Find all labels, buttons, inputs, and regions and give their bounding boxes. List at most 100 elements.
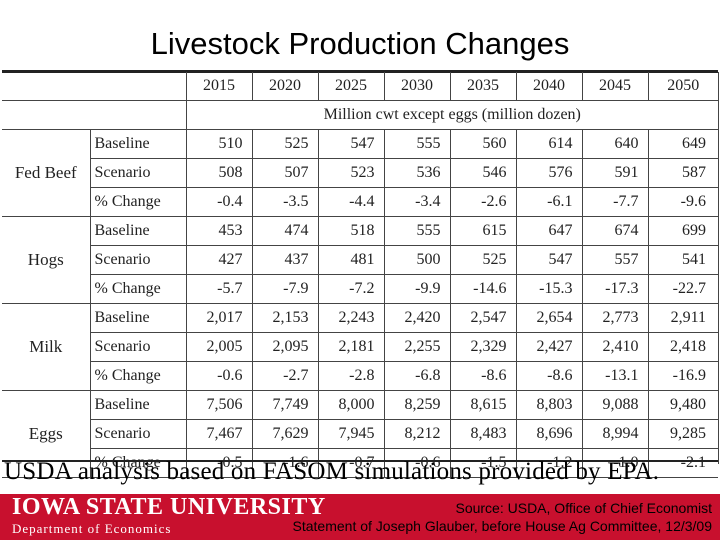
year-header: 2030 xyxy=(383,72,450,101)
table-cell: 525 xyxy=(251,129,318,159)
table-cell: -0.5 xyxy=(185,448,252,478)
product-label: Milk xyxy=(2,303,90,391)
table-cell: 525 xyxy=(449,245,516,275)
year-header: 2025 xyxy=(317,72,384,101)
table-cell: -8.6 xyxy=(449,361,516,391)
table-row: Scenario 2,005 2,095 2,181 2,255 2,329 2,427 2,… xyxy=(2,332,718,362)
product-label: Eggs xyxy=(2,390,90,478)
table-cell: 2,773 xyxy=(581,303,648,333)
table-cell: 8,483 xyxy=(449,419,516,449)
table-cell: 576 xyxy=(515,158,582,188)
table-cell: -2.8 xyxy=(317,361,384,391)
row-label: Scenario xyxy=(89,158,186,188)
table-cell: -22.7 xyxy=(647,274,718,304)
table-bottom-rule xyxy=(2,460,718,462)
table-cell: 2,329 xyxy=(449,332,516,362)
table-cell: 2,654 xyxy=(515,303,582,333)
table-cell: 555 xyxy=(383,216,450,246)
year-header: 2015 xyxy=(185,72,252,101)
table-row: Scenario 7,467 7,629 7,945 8,212 8,483 8,696 8,… xyxy=(2,419,718,449)
table-cell: -8.6 xyxy=(515,361,582,391)
table-row: Milk Baseline 2,017 2,153 2,243 2,420 2,547 2,6… xyxy=(2,303,718,391)
product-label: Hogs xyxy=(2,216,90,304)
table-cell: 7,467 xyxy=(185,419,252,449)
table-cell: 7,945 xyxy=(317,419,384,449)
table-cell: -3.5 xyxy=(251,187,318,217)
table-cell: 546 xyxy=(449,158,516,188)
row-label: Baseline xyxy=(89,129,186,159)
table-cell: -16.9 xyxy=(647,361,718,391)
table-cell: -6.8 xyxy=(383,361,450,391)
table-cell: 9,088 xyxy=(581,390,648,420)
table-row: % Change -0.4 -3.5 -4.4 -3.4 -2.6 -6.1 -7.7 -9.6 xyxy=(2,187,718,217)
table-cell: 8,696 xyxy=(515,419,582,449)
footer-bar: Iowa State University Department of Econ… xyxy=(0,494,720,540)
table-row: % Change -0.5 -1.6 -0.7 -0.6 -1.5 -1.2 -1.0 -2.1 xyxy=(2,448,718,478)
production-table-container: 2015 2020 2025 2030 2035 2040 2045 2050 … xyxy=(2,72,718,478)
table-cell: 8,212 xyxy=(383,419,450,449)
table-cell: -7.7 xyxy=(581,187,648,217)
production-table: 2015 2020 2025 2030 2035 2040 2045 2050 … xyxy=(2,72,718,478)
row-label: Baseline xyxy=(89,303,186,333)
university-wordmark: Iowa State University xyxy=(12,494,326,520)
table-cell: -9.9 xyxy=(383,274,450,304)
table-cell: 674 xyxy=(581,216,648,246)
table-cell: -4.4 xyxy=(317,187,384,217)
table-cell: 615 xyxy=(449,216,516,246)
table-cell: 7,749 xyxy=(251,390,318,420)
table-cell: -1.6 xyxy=(251,448,318,478)
table-cell: -9.6 xyxy=(647,187,718,217)
header-corner xyxy=(2,72,186,101)
table-cell: 2,255 xyxy=(383,332,450,362)
table-cell: 523 xyxy=(317,158,384,188)
table-row: Scenario 427 437 481 500 525 547 557 541 xyxy=(2,245,718,275)
table-cell: 437 xyxy=(251,245,318,275)
table-cell: 8,615 xyxy=(449,390,516,420)
table-cell: 9,480 xyxy=(647,390,718,420)
table-top-rule xyxy=(2,70,718,73)
table-cell: -13.1 xyxy=(581,361,648,391)
table-cell: 649 xyxy=(647,129,718,159)
table-cell: 2,547 xyxy=(449,303,516,333)
table-cell: -2.6 xyxy=(449,187,516,217)
table-row: Scenario 508 507 523 536 546 576 591 587 xyxy=(2,158,718,188)
table-cell: 2,427 xyxy=(515,332,582,362)
department-name: Department of Economics xyxy=(12,521,172,536)
table-cell: -5.7 xyxy=(185,274,252,304)
unit-row-spacer xyxy=(2,100,186,130)
table-cell: -0.6 xyxy=(185,361,252,391)
year-header-row: 2015 2020 2025 2030 2035 2040 2045 2050 xyxy=(2,72,718,101)
table-cell: 547 xyxy=(515,245,582,275)
table-row: Fed Beef Baseline 510 525 547 555 560 614 640 649 xyxy=(2,129,718,217)
row-label: Baseline xyxy=(89,216,186,246)
table-row: Hogs Baseline 453 474 518 555 615 647 674 699 xyxy=(2,216,718,304)
table-cell: 2,911 xyxy=(647,303,718,333)
table-cell: 2,095 xyxy=(251,332,318,362)
table-cell: 2,420 xyxy=(383,303,450,333)
table-cell: 587 xyxy=(647,158,718,188)
table-cell: 2,153 xyxy=(251,303,318,333)
table-cell: 2,017 xyxy=(185,303,252,333)
table-cell: 9,285 xyxy=(647,419,718,449)
table-cell: 427 xyxy=(185,245,252,275)
table-body: Fed Beef Baseline 510 525 547 555 560 614 640 649… xyxy=(2,129,718,478)
table-cell: 2,243 xyxy=(317,303,384,333)
table-cell: 614 xyxy=(515,129,582,159)
product-label: Fed Beef xyxy=(2,129,90,217)
table-cell: 541 xyxy=(647,245,718,275)
table-cell: -7.2 xyxy=(317,274,384,304)
table-cell: 481 xyxy=(317,245,384,275)
table-cell: 507 xyxy=(251,158,318,188)
year-header: 2045 xyxy=(581,72,648,101)
table-row: % Change -0.6 -2.7 -2.8 -6.8 -8.6 -8.6 -13.1 -16… xyxy=(2,361,718,391)
source-line-2: Statement of Joseph Glauber, before Hous… xyxy=(292,518,712,534)
table-cell: -2.1 xyxy=(647,448,718,478)
table-cell: -1.0 xyxy=(581,448,648,478)
table-cell: -1.5 xyxy=(449,448,516,478)
table-cell: -0.6 xyxy=(383,448,450,478)
table-cell: -17.3 xyxy=(581,274,648,304)
row-label: % Change xyxy=(89,361,186,391)
table-cell: -0.7 xyxy=(317,448,384,478)
table-cell: -3.4 xyxy=(383,187,450,217)
table-cell: 7,629 xyxy=(251,419,318,449)
